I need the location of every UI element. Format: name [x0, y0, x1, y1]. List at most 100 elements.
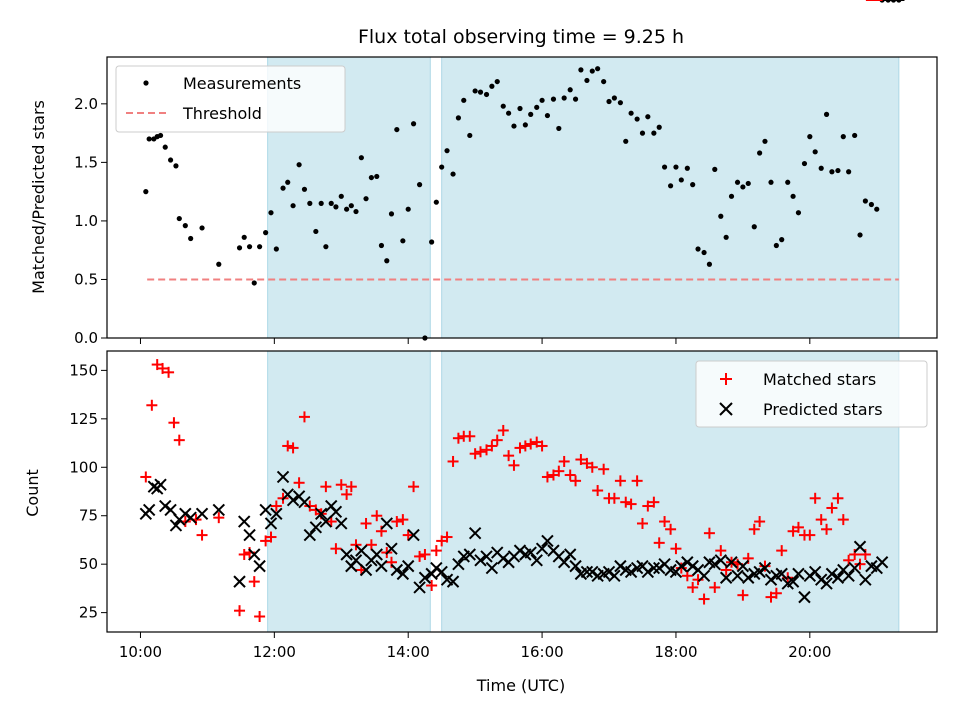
matched-star-point — [715, 545, 727, 557]
predicted-star-point — [452, 557, 465, 571]
predicted-star-point — [736, 559, 750, 573]
measurement-point — [706, 261, 713, 267]
predicted-star-point — [569, 559, 582, 573]
matched-star-point — [614, 475, 626, 487]
predicted-star-point — [169, 519, 183, 532]
bottom-x-axis: 10:00 12:00 14:00 16:00 18:00 20:00 — [119, 632, 831, 661]
matched-star-point — [430, 545, 442, 557]
predicted-star-point — [535, 542, 549, 555]
predicted-star-point — [742, 571, 755, 584]
matched-star-point — [754, 516, 766, 528]
predicted-star-point — [563, 548, 577, 561]
predicted-star-point — [270, 507, 283, 520]
y-tick-label: 125 — [69, 410, 98, 428]
measurement-point — [167, 157, 174, 163]
predicted-star-point — [396, 567, 410, 581]
predicted-star-point — [775, 567, 788, 581]
predicted-star-point — [753, 565, 766, 579]
measurement-point — [477, 89, 484, 95]
matched-star-point — [648, 496, 660, 508]
bottom-panel: 25 50 75 100 125 150 10:00 12:00 14:00 16:00 18:0… — [23, 0, 938, 695]
predicted-star-point — [355, 544, 368, 557]
y-tick-label: 1.5 — [74, 153, 98, 171]
predicted-star-point — [259, 503, 272, 517]
predicted-star-point — [719, 571, 733, 584]
predicted-star-point — [681, 556, 694, 569]
matched-star-point — [475, 446, 486, 458]
predicted-star-point — [792, 567, 805, 581]
matched-star-point — [335, 479, 347, 491]
matched-star-point — [402, 529, 414, 541]
predicted-star-point — [468, 526, 482, 540]
top-axes-frame — [106, 56, 938, 339]
measurement-point — [405, 206, 411, 212]
matched-star-point — [631, 475, 643, 487]
measurement-point — [534, 104, 540, 110]
predicted-star-point — [798, 590, 811, 604]
measurement-point — [868, 201, 875, 208]
matched-star-point — [234, 605, 246, 617]
measurement-point — [263, 230, 269, 236]
measurement-point — [862, 198, 868, 204]
measurement-point — [173, 163, 179, 169]
measurement-point — [353, 208, 359, 215]
matched-star-point — [821, 523, 833, 535]
matched-star-point — [692, 574, 704, 586]
predicted-star-point — [513, 544, 527, 557]
predicted-star-point — [380, 517, 393, 530]
y-tick-label: 75 — [79, 507, 98, 525]
x-tick-label: 20:00 — [788, 643, 831, 661]
matched-star-point — [298, 411, 310, 423]
predicted-star-point — [248, 548, 261, 561]
matched-star-point — [608, 492, 620, 504]
measurement-point — [176, 215, 182, 222]
measurement-point — [634, 116, 640, 122]
measurement-point — [236, 245, 243, 251]
top-legend: Measurements Threshold — [115, 65, 346, 133]
predicted-star-point — [686, 559, 699, 573]
predicted-star-point — [524, 546, 537, 559]
y-tick-label: 0.0 — [74, 329, 98, 347]
legend-matched-label: Matched stars — [763, 370, 876, 389]
measurement-point — [690, 182, 696, 188]
predicted-star-point — [853, 540, 867, 553]
measurement-point — [550, 96, 557, 102]
predicted-star-point — [385, 542, 398, 555]
predicted-star-point — [541, 534, 554, 548]
measurement-point — [467, 132, 473, 139]
predicted-star-point — [243, 528, 256, 542]
measurement-point — [595, 66, 601, 72]
matched-star-point — [196, 529, 208, 541]
x-tick-label: 16:00 — [520, 643, 563, 661]
predicted-star-point — [859, 573, 872, 586]
measurement-point — [374, 173, 380, 180]
measurement-point — [606, 98, 612, 105]
measurement-point — [835, 167, 841, 174]
matched-star-point — [140, 471, 152, 483]
matched-star-point — [703, 527, 715, 539]
measurement-point — [273, 246, 279, 252]
measurement-point — [773, 242, 779, 249]
matched-star-point — [525, 438, 537, 450]
y-tick-label: 1.0 — [74, 212, 98, 230]
legend-predicted-marker — [719, 402, 733, 416]
matched-star-point — [491, 434, 503, 446]
measurement-point — [734, 179, 741, 185]
predicted-star-point — [820, 577, 833, 590]
measurement-point — [241, 234, 247, 240]
predicted-star-point — [814, 573, 828, 586]
matched-star-point — [642, 500, 654, 512]
measurement-point — [296, 162, 302, 168]
predicted-star-point — [653, 561, 666, 575]
measurement-point — [157, 132, 164, 139]
matched-star-point — [570, 475, 582, 487]
matched-star-point — [636, 517, 648, 529]
matched-star-point — [408, 481, 420, 493]
matched-star-point — [168, 417, 180, 429]
matched-star-point — [254, 610, 266, 622]
measurement-point — [818, 165, 824, 171]
matched-star-point — [371, 510, 383, 522]
predicted-star-point — [530, 554, 543, 567]
measurement-point — [143, 189, 149, 195]
matched-star-point — [782, 572, 794, 584]
